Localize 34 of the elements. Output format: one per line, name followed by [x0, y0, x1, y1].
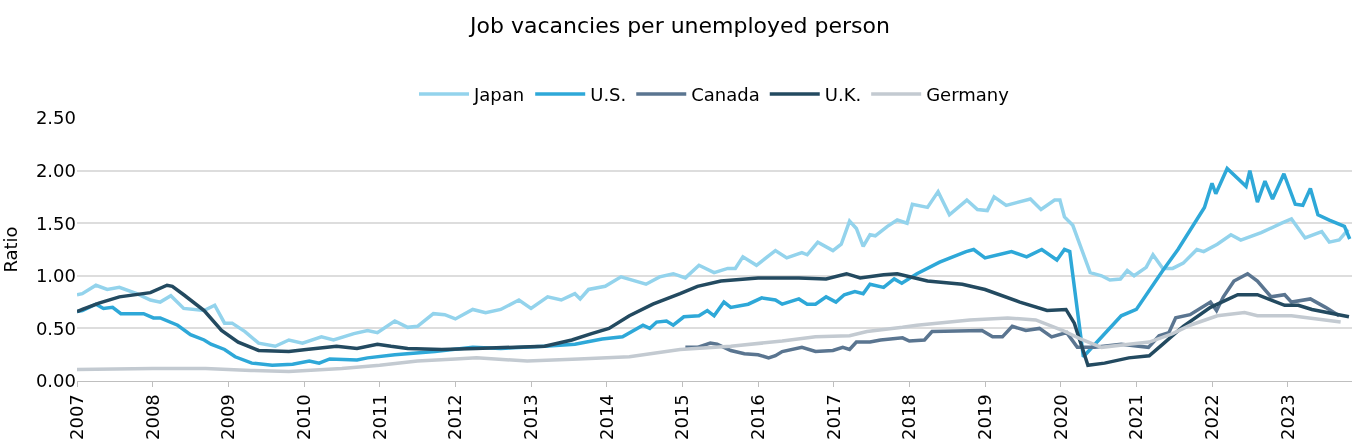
x-tick-label: 2015 — [671, 394, 693, 441]
x-tick-label: 2020 — [1049, 394, 1071, 441]
x-tick-label: 2022 — [1200, 394, 1222, 441]
y-tick-label: 1.50 — [35, 212, 76, 234]
x-tick-label: 2014 — [595, 394, 617, 441]
x-tick-label: 2008 — [141, 394, 163, 441]
x-tick-label: 2010 — [292, 394, 314, 441]
x-tick-label: 2016 — [746, 394, 768, 441]
legend-label: Japan — [473, 83, 525, 105]
y-tick-label: 0.50 — [35, 317, 76, 339]
y-tick-label: 2.00 — [35, 159, 76, 181]
x-tick-label: 2013 — [519, 394, 541, 441]
legend-label: Germany — [926, 83, 1010, 105]
x-tick-label: 2011 — [368, 394, 390, 441]
line-series — [77, 310, 1343, 374]
line-series — [77, 271, 1351, 367]
line-series — [77, 166, 1352, 367]
y-axis-title: Ratio — [0, 226, 21, 273]
x-tick-label: 2007 — [65, 394, 87, 441]
line-series — [77, 189, 1350, 349]
x-tick-label: 2009 — [217, 394, 239, 441]
y-tick-label: 2.50 — [35, 107, 76, 129]
x-tick-label: 2023 — [1276, 394, 1298, 441]
x-tick-label: 2021 — [1125, 394, 1147, 441]
x-tick-label: 2019 — [973, 394, 995, 441]
y-tick-label: 1.00 — [35, 265, 76, 287]
legend-label: Canada — [691, 83, 760, 105]
y-tick-label: 0.00 — [35, 370, 76, 392]
legend-label: U.K. — [824, 83, 862, 105]
x-tick-label: 2017 — [822, 394, 844, 441]
x-tick-label: 2012 — [444, 394, 466, 441]
x-tick-label: 2018 — [898, 394, 920, 441]
legend-label: U.S. — [590, 83, 627, 105]
chart-title: Job vacancies per unemployed person — [468, 13, 890, 39]
